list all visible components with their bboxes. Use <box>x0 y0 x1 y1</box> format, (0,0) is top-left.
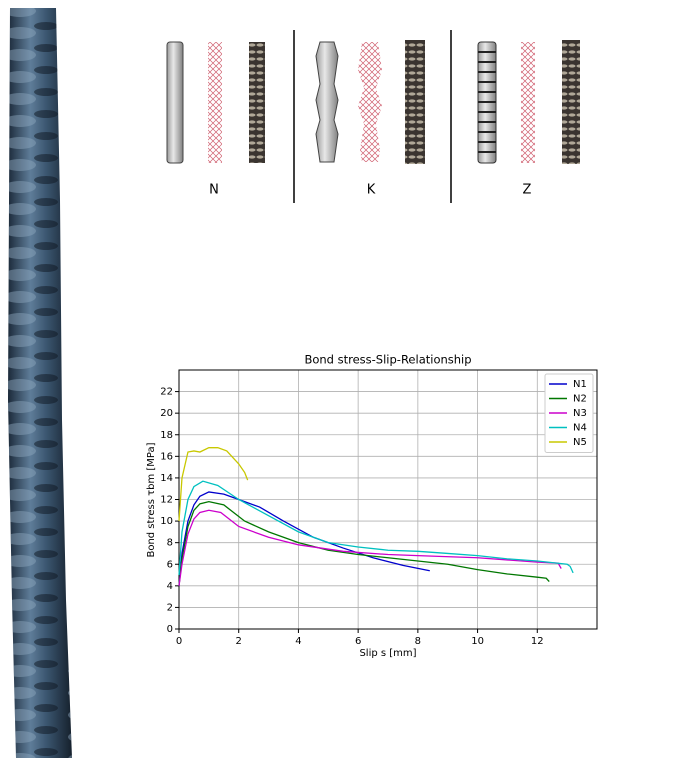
x-tick-label: 0 <box>176 636 182 647</box>
data-line <box>178 447 249 522</box>
y-tick-label: 2 <box>167 602 173 613</box>
y-tick-label: 16 <box>160 451 173 462</box>
plot-frame <box>178 369 598 630</box>
y-axis-label: Bond stress τbm [MPa] <box>146 442 157 557</box>
model-label: N <box>209 183 219 198</box>
x-tick-label: 10 <box>471 636 484 647</box>
model-label: Z <box>523 183 532 198</box>
legend-label: N1 <box>573 379 587 390</box>
x-tick-label: 2 <box>236 636 242 647</box>
x-axis-label: Slip s [mm] <box>359 648 416 659</box>
y-tick-label: 8 <box>167 538 173 549</box>
y-tick-label: 0 <box>167 624 173 635</box>
model-label: K <box>367 183 376 198</box>
rebar-photo <box>8 8 72 758</box>
data-line <box>178 500 550 586</box>
y-tick-label: 6 <box>167 559 173 570</box>
chart-title: Bond stress-Slip-Relationship <box>304 353 471 367</box>
y-tick-label: 12 <box>160 495 173 506</box>
data-line <box>178 491 430 586</box>
data-line <box>178 480 574 576</box>
legend-box <box>544 373 594 453</box>
x-tick-label: 4 <box>295 636 301 647</box>
legend-label: N3 <box>573 408 587 419</box>
y-tick-label: 18 <box>160 430 173 441</box>
x-tick-label: 6 <box>355 636 361 647</box>
y-tick-label: 10 <box>160 516 173 527</box>
legend-label: N2 <box>573 394 587 405</box>
data-line <box>178 509 562 586</box>
legend-label: N4 <box>573 423 587 434</box>
legend-label: N5 <box>573 437 587 448</box>
y-tick-label: 4 <box>167 581 173 592</box>
y-tick-label: 22 <box>160 387 173 398</box>
y-tick-label: 14 <box>160 473 173 484</box>
x-tick-label: 12 <box>531 636 544 647</box>
y-tick-label: 20 <box>160 408 173 419</box>
rebar-models: N K Z <box>166 30 580 203</box>
x-tick-label: 8 <box>415 636 421 647</box>
